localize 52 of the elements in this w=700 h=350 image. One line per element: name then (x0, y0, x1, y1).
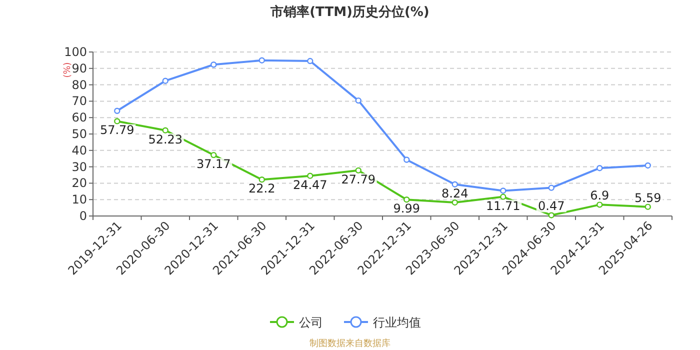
point (644, 204, 651, 210)
data-label: 9.99 (393, 202, 420, 216)
point (307, 58, 314, 64)
y-tick-label: 100 (64, 45, 87, 59)
point (258, 176, 265, 183)
y-axis-title: (%) (63, 62, 73, 78)
point (210, 62, 217, 68)
point (596, 202, 603, 208)
point (452, 199, 458, 206)
point (162, 78, 168, 84)
y-tick-label: 90 (72, 61, 87, 76)
point (162, 127, 168, 134)
legend-label: 行业均值 (373, 316, 421, 330)
point (210, 152, 217, 158)
point (114, 108, 120, 114)
y-tick-label: 40 (72, 143, 87, 158)
data-label: 24.47 (292, 178, 328, 192)
y-tick-label: 0 (79, 209, 87, 223)
y-tick-label: 50 (72, 127, 87, 141)
point (114, 118, 120, 124)
data-label: 6.9 (590, 188, 610, 203)
y-tick-label: 60 (72, 110, 87, 125)
y-tick-label: 10 (72, 192, 87, 207)
point (404, 156, 410, 163)
point (258, 57, 265, 64)
point (355, 97, 362, 104)
y-tick-label: 80 (72, 78, 87, 92)
data-label: 52.23 (148, 132, 183, 146)
chart-title: 市销率(TTM)历史分位(%) (270, 4, 430, 20)
text: 制图数据来自数据库 (310, 338, 390, 349)
point (548, 212, 554, 218)
data-label: 0.47 (538, 199, 565, 214)
data-label: 11.71 (486, 198, 520, 213)
y-tick-label: 30 (72, 160, 87, 174)
point (644, 162, 651, 169)
data-label: 22.2 (248, 182, 276, 196)
y-tick-label: 70 (72, 94, 87, 108)
point (404, 196, 410, 203)
point (355, 167, 362, 174)
y-tick-label: 20 (72, 176, 87, 190)
point (548, 184, 554, 191)
point (500, 188, 506, 194)
point (452, 181, 458, 188)
data-label: 27.79 (341, 172, 376, 186)
legend-label: 公司 (299, 316, 323, 330)
data-label: 57.79 (100, 123, 134, 138)
point (307, 172, 314, 179)
point (596, 165, 603, 172)
data-label: 5.59 (634, 190, 662, 205)
point (500, 194, 506, 200)
data-label: 37.17 (196, 157, 231, 172)
data-label: 8.24 (442, 186, 468, 200)
